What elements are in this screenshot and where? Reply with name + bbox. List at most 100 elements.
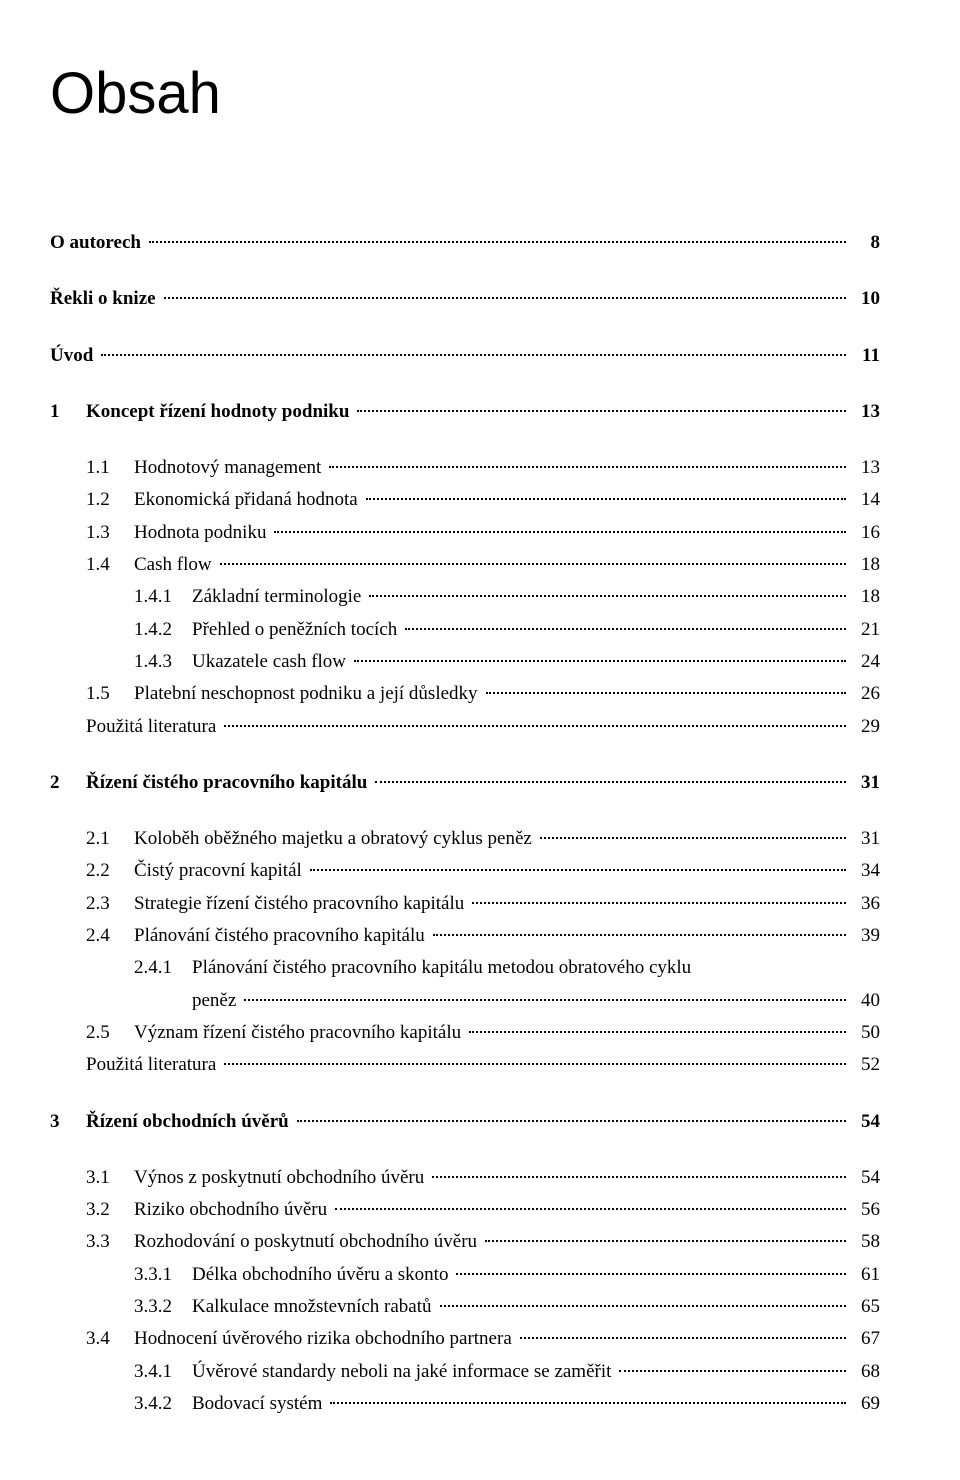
- leader-dots: [619, 1370, 846, 1372]
- toc-label: Základní terminologie: [192, 581, 365, 613]
- toc-page: 24: [850, 646, 880, 678]
- toc-label: Plánování čistého pracovního kapitálu: [134, 920, 429, 952]
- leader-dots: [297, 1120, 846, 1122]
- leader-dots: [164, 297, 846, 299]
- toc-page: 14: [850, 484, 880, 516]
- toc-section-row: 3.1 Výnos z poskytnutí obchodního úvěru …: [50, 1162, 880, 1194]
- leader-dots: [329, 466, 846, 468]
- toc-subsection-row: 3.4.1 Úvěrové standardy neboli na jaké i…: [50, 1356, 880, 1388]
- leader-dots: [101, 354, 846, 356]
- leader-dots: [456, 1273, 846, 1275]
- toc-section-row: 3.3 Rozhodování o poskytnutí obchodního …: [50, 1226, 880, 1258]
- leader-dots: [366, 498, 846, 500]
- leader-dots: [330, 1402, 846, 1404]
- leader-dots: [405, 628, 846, 630]
- leader-dots: [469, 1031, 846, 1033]
- toc-chapter-num: 3: [50, 1106, 86, 1138]
- toc-section-row: 1.1 Hodnotový management 13: [50, 452, 880, 484]
- toc-label: Bodovací systém: [192, 1388, 326, 1420]
- toc-section-row: 1.4 Cash flow 18: [50, 549, 880, 581]
- toc-label: Přehled o peněžních tocích: [192, 614, 401, 646]
- toc-subsection-row: 3.3.2 Kalkulace množstevních rabatů 65: [50, 1291, 880, 1323]
- toc-subsection-num: 1.4.3: [134, 646, 192, 678]
- toc-label: Rozhodování o poskytnutí obchodního úvěr…: [134, 1226, 481, 1258]
- toc-section-num: 1.2: [86, 484, 134, 516]
- toc-section-row: 3.2 Riziko obchodního úvěru 56: [50, 1194, 880, 1226]
- toc-label: Plánování čistého pracovního kapitálu me…: [192, 952, 695, 984]
- toc-page: 18: [850, 581, 880, 613]
- toc-section-num: 3.3: [86, 1226, 134, 1258]
- toc-page: 69: [850, 1388, 880, 1420]
- leader-dots: [520, 1337, 846, 1339]
- toc-label: Ekonomická přidaná hodnota: [134, 484, 362, 516]
- toc-page: 52: [850, 1049, 880, 1081]
- leader-dots: [335, 1208, 846, 1210]
- page-title: Obsah: [50, 60, 880, 127]
- toc-subsection-num: 3.3.2: [134, 1291, 192, 1323]
- toc-label: Řízení obchodních úvěrů: [86, 1106, 293, 1138]
- leader-dots: [224, 725, 846, 727]
- toc-section-num: 2.2: [86, 855, 134, 887]
- toc-label: Použitá literatura: [86, 711, 220, 743]
- toc-page: 56: [850, 1194, 880, 1226]
- toc-front-item: Řekli o knize 10: [50, 283, 880, 315]
- toc-page: 50: [850, 1017, 880, 1049]
- toc-chapter-row: 1 Koncept řízení hodnoty podniku 13: [50, 396, 880, 428]
- leader-dots: [375, 781, 846, 783]
- toc-label: Úvěrové standardy neboli na jaké informa…: [192, 1356, 615, 1388]
- leader-dots: [433, 934, 846, 936]
- toc-label: Řízení čistého pracovního kapitálu: [86, 767, 371, 799]
- toc-subsection-num: 3.4.2: [134, 1388, 192, 1420]
- toc-section-num: 3.4: [86, 1323, 134, 1355]
- toc-subsection-row: 3.4.2 Bodovací systém 69: [50, 1388, 880, 1420]
- toc-subsection-row: 1.4.3 Ukazatele cash flow 24: [50, 646, 880, 678]
- toc-section-row: Použitá literatura 52: [50, 1049, 880, 1081]
- toc-section-num: 2.5: [86, 1017, 134, 1049]
- toc-label: Délka obchodního úvěru a skonto: [192, 1259, 452, 1291]
- toc-page: 61: [850, 1259, 880, 1291]
- toc-label: Řekli o knize: [50, 283, 160, 315]
- toc-section-num: 2.4: [86, 920, 134, 952]
- toc-page: 34: [850, 855, 880, 887]
- leader-dots: [357, 410, 846, 412]
- toc-page: 58: [850, 1226, 880, 1258]
- leader-dots: [369, 595, 846, 597]
- toc-section-row: 1.2 Ekonomická přidaná hodnota 14: [50, 484, 880, 516]
- leader-dots: [274, 531, 846, 533]
- toc-label: Hodnocení úvěrového rizika obchodního pa…: [134, 1323, 516, 1355]
- toc-page: 18: [850, 549, 880, 581]
- toc-subsection-num: 2.4.1: [134, 952, 192, 984]
- toc-label: Úvod: [50, 340, 97, 372]
- toc-page: 54: [850, 1162, 880, 1194]
- toc-label: Použitá literatura: [86, 1049, 220, 1081]
- toc-section-row: Použitá literatura 29: [50, 711, 880, 743]
- toc-page: 68: [850, 1356, 880, 1388]
- toc-subsection-row: 1.4.2 Přehled o peněžních tocích 21: [50, 614, 880, 646]
- toc-page: 11: [850, 340, 880, 372]
- leader-dots: [486, 692, 846, 694]
- toc-page: 54: [850, 1106, 880, 1138]
- toc-chapter-num: 1: [50, 396, 86, 428]
- toc-page: 29: [850, 711, 880, 743]
- toc-label: Význam řízení čistého pracovního kapitál…: [134, 1017, 465, 1049]
- toc-section-num: 2.1: [86, 823, 134, 855]
- toc-page: 39: [850, 920, 880, 952]
- toc-section-num: 1.1: [86, 452, 134, 484]
- toc-subsection-num: 1.4.1: [134, 581, 192, 613]
- toc-label: Riziko obchodního úvěru: [134, 1194, 331, 1226]
- leader-dots: [220, 563, 846, 565]
- toc-subsection-num: 1.4.2: [134, 614, 192, 646]
- toc-section-row: 3.4 Hodnocení úvěrového rizika obchodníh…: [50, 1323, 880, 1355]
- toc-page: 10: [850, 283, 880, 315]
- toc-label: Čistý pracovní kapitál: [134, 855, 306, 887]
- toc-label: Ukazatele cash flow: [192, 646, 350, 678]
- leader-dots: [472, 902, 846, 904]
- toc-section-row: 2.4 Plánování čistého pracovního kapitál…: [50, 920, 880, 952]
- toc-subsection-row: 3.3.1 Délka obchodního úvěru a skonto 61: [50, 1259, 880, 1291]
- toc-section-row: 2.1 Koloběh oběžného majetku a obratový …: [50, 823, 880, 855]
- toc-chapter-num: 2: [50, 767, 86, 799]
- leader-dots: [224, 1063, 846, 1065]
- toc-chapter-row: 2 Řízení čistého pracovního kapitálu 31: [50, 767, 880, 799]
- toc-page: 8: [850, 227, 880, 259]
- toc-subsection-num: 3.3.1: [134, 1259, 192, 1291]
